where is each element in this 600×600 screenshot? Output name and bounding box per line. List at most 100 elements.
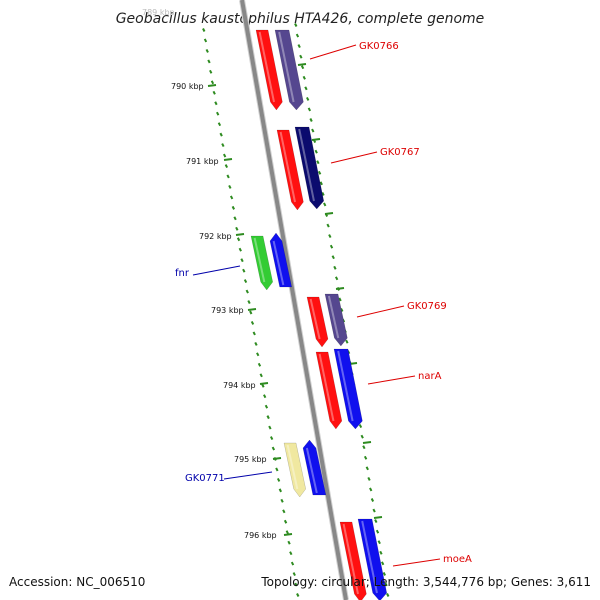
left-rail-tick — [235, 226, 239, 231]
kbp-label-795: 795 kbp — [234, 455, 267, 464]
gene-gk0767-cds-highlight — [279, 131, 296, 203]
major-tick-right — [335, 287, 345, 290]
left-rail-tick — [296, 593, 300, 597]
gene-gk0766-product — [274, 29, 304, 111]
left-rail-tick — [271, 446, 276, 451]
gene-gk0766-cds — [255, 29, 283, 111]
gene-gk0767-cds — [276, 129, 304, 211]
right-rail-tick — [345, 339, 349, 344]
right-rail-tick — [386, 593, 390, 597]
topology-text: Topology: circular; Length: 3,544,776 bp… — [260, 575, 591, 589]
gene-gk0771-product-highlight — [305, 447, 318, 494]
kbp-label-789: 789 kbp — [142, 8, 175, 17]
left-rail-tick — [287, 540, 291, 545]
right-rail-tick — [302, 75, 306, 80]
kbp-label-796: 796 kbp — [244, 531, 277, 540]
gene-label-gk0767[interactable]: GK0767 — [380, 147, 420, 158]
right-rail-tick — [328, 234, 332, 239]
gene-label-nara[interactable]: narA — [418, 371, 442, 382]
major-tick-left — [247, 308, 257, 311]
left-rail-tick — [276, 477, 281, 482]
major-tick-left — [272, 457, 282, 460]
gene-label-moea[interactable]: moeA — [443, 554, 472, 565]
leader-gk0771 — [223, 471, 273, 480]
right-rail-tick — [297, 44, 301, 49]
right-rail-tick — [377, 540, 381, 545]
right-rail-tick — [358, 424, 363, 429]
gene-gk0766-product-highlight — [278, 31, 295, 103]
right-rail-tick — [338, 297, 342, 302]
right-rail-tick — [300, 65, 305, 70]
right-rail-tick — [369, 487, 373, 492]
gene-features — [250, 29, 388, 600]
gene-labels — [192, 44, 441, 567]
left-rail-tick — [209, 69, 213, 74]
left-rail-tick — [289, 551, 293, 556]
major-tick-right — [362, 441, 372, 444]
left-rail-tick — [249, 310, 253, 315]
left-rail-tick — [228, 184, 232, 189]
right-rail-tick — [329, 244, 334, 249]
right-rail-tick — [319, 181, 323, 186]
right-rail-tick — [314, 149, 318, 154]
gene-gk0769-product — [324, 293, 348, 347]
gene-label-fnr[interactable]: fnr — [175, 268, 190, 279]
left-rail-tick — [292, 572, 296, 577]
right-rail-tick — [374, 519, 378, 524]
left-rail-tick — [226, 174, 230, 179]
left-rail-tick — [256, 352, 260, 357]
kbp-label-793: 793 kbp — [211, 306, 244, 315]
right-rail-tick — [363, 455, 368, 460]
left-rail-tick — [212, 90, 216, 95]
left-rail-tick — [214, 101, 218, 106]
gene-gk0769-product-highlight — [327, 295, 340, 339]
map-title: Geobacillus kaustophilus HTA426, complet… — [116, 11, 485, 27]
gene-gk0769-cds — [306, 296, 329, 348]
gene-gk0771-product — [302, 439, 327, 496]
leader-gk0766 — [309, 44, 357, 60]
kbp-label-791: 791 kbp — [186, 157, 219, 166]
leader-nara — [367, 375, 416, 385]
right-rail-tick — [340, 308, 344, 312]
gene-label-gk0769[interactable]: GK0769 — [407, 301, 447, 312]
gene-moea-product — [357, 518, 388, 600]
gene-gk0769-cds-highlight — [309, 298, 321, 340]
left-rail-tick — [240, 258, 244, 263]
right-rail-tick — [326, 223, 330, 228]
kbp-label-790: 790 kbp — [171, 82, 204, 91]
gene-nara-cds-highlight — [318, 353, 335, 422]
right-rail-tick — [372, 508, 376, 513]
left-rail-tick — [278, 488, 282, 493]
left-rail-tick — [283, 519, 288, 524]
right-rail-tick — [333, 265, 337, 270]
left-rail-tick — [229, 195, 234, 200]
leader-gk0769 — [356, 305, 405, 318]
leader-fnr — [192, 265, 241, 276]
right-rail-tick — [321, 191, 325, 196]
kbp-label-792: 792 kbp — [199, 232, 232, 241]
left-rail-tick — [202, 28, 206, 32]
major-tick-right — [373, 516, 383, 519]
left-rail-tick — [263, 394, 267, 399]
gene-gk0771-cds — [283, 442, 306, 498]
major-tick-right — [324, 212, 334, 215]
gene-gk0766-cds-highlight — [258, 31, 275, 103]
left-rail-tick — [280, 498, 284, 503]
gene-label-gk0771[interactable]: GK0771 — [185, 473, 225, 484]
right-rail-tick — [316, 160, 320, 165]
right-rail-tick — [304, 86, 308, 91]
left-rail-tick — [221, 143, 225, 148]
right-rail-tick — [384, 582, 388, 587]
left-rail-tick — [285, 530, 289, 535]
right-rail-tick — [295, 33, 300, 38]
right-rail-tick — [334, 276, 339, 281]
left-rail-tick — [216, 111, 220, 116]
right-rail-tick — [380, 561, 385, 566]
right-rail-tick — [309, 118, 313, 122]
left-rail-tick — [257, 362, 262, 367]
left-rail-tick — [224, 164, 229, 168]
left-rail-tick — [275, 467, 279, 472]
right-rail-tick — [365, 466, 369, 471]
gene-nara-product — [333, 348, 363, 430]
gene-label-gk0766[interactable]: GK0766 — [359, 41, 399, 52]
